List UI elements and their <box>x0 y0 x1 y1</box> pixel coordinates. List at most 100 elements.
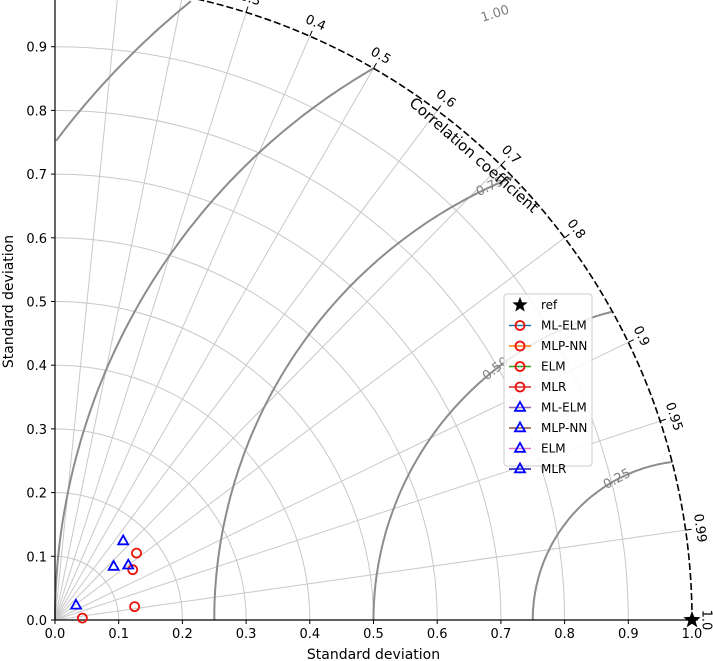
data-point-triangle <box>69 597 83 610</box>
correlation-tick-mark <box>436 105 442 111</box>
correlation-grid-line <box>54 0 118 621</box>
tick-labels: 0.0 0.1 0.2 0.3 0.4 0.5 0.6 0.7 0.8 0.9 1.0 0.0 0.1 0… <box>26 0 713 642</box>
correlation-grid-line <box>54 68 374 621</box>
correlation-grid-line <box>54 12 247 621</box>
correlation-tick-mark <box>500 160 506 166</box>
x-tick-label: 1.0 <box>682 627 703 642</box>
data-point-circle <box>129 601 141 613</box>
std-grid-arc <box>54 364 311 621</box>
correlation-tick-label: 0.3 <box>238 0 262 9</box>
correlation-tick-mark <box>245 6 249 13</box>
y-tick-label: 0.9 <box>26 41 47 56</box>
x-tick-label: 0.5 <box>363 627 384 642</box>
x-tick-label: 0.2 <box>172 627 193 642</box>
correlation-tick-label: 0.8 <box>564 217 588 243</box>
x-tick-label: 0.1 <box>108 627 129 642</box>
data-point-triangle <box>121 557 135 570</box>
correlation-grid-line <box>54 0 183 621</box>
std-grid-arc <box>54 492 183 621</box>
correlation-tick-label: 0.99 <box>690 513 709 544</box>
rmsd-contour <box>213 176 514 620</box>
data-point-circle <box>76 612 88 624</box>
y-tick-label: 0.0 <box>26 614 47 629</box>
x-tick-label: 0.4 <box>299 627 320 642</box>
y-tick-label: 0.4 <box>26 359 47 374</box>
correlation-tick-label: 1.0 <box>699 610 713 631</box>
axes <box>54 0 693 621</box>
std-grid-arc <box>54 237 438 621</box>
legend-marker-circle <box>514 320 526 331</box>
correlation-tick-label: 0.5 <box>368 45 393 68</box>
std-grid-arc <box>54 46 629 621</box>
legend-entries: ref ML-ELM MLP-NN ELM MLR ML-ELM MLP-NN ELM MLR <box>509 297 587 476</box>
y-tick-label: 0.7 <box>26 168 47 183</box>
data-point-triangle <box>116 533 130 546</box>
correlation-tick-mark <box>564 233 570 239</box>
data-point-triangle <box>107 559 121 571</box>
correlation-tick-mark <box>373 62 377 69</box>
legend-label: MLP-NN <box>541 339 587 353</box>
legend-marker-circle <box>514 340 526 352</box>
legend-ref-star <box>512 297 528 312</box>
data-markers <box>69 533 701 628</box>
correlation-tick-mark <box>628 339 634 343</box>
correlation-tick-label: 0.95 <box>662 401 685 433</box>
correlation-grid-line <box>54 529 686 621</box>
data-point-circle <box>127 564 139 576</box>
reference-star-marker <box>683 611 701 628</box>
correlation-tick-label: 0.9 <box>630 324 653 349</box>
correlation-grid-line <box>54 164 502 621</box>
legend-label: ELM <box>541 442 566 456</box>
std-grid-arc <box>54 109 566 621</box>
y-axis-label: Standard deviation <box>1 235 17 368</box>
correlation-tick-mark <box>685 528 692 531</box>
rmsd-contour-label: 1.00 <box>479 3 511 26</box>
rmsd-contour <box>54 67 375 620</box>
correlation-grid-line <box>54 35 311 621</box>
y-tick-label: 0.6 <box>26 232 47 247</box>
correlation-tick-mark <box>309 30 313 37</box>
y-tick-label: 0.8 <box>26 104 47 119</box>
data-point-circle <box>131 547 142 559</box>
legend-label: MLR <box>541 462 566 476</box>
rmsd-contour <box>55 0 192 142</box>
y-tick-label: 0.5 <box>26 296 47 311</box>
rmsd-contour-label: 0.25 <box>601 466 634 493</box>
grid-layer <box>54 0 686 621</box>
legend-label: MLR <box>541 380 566 394</box>
x-tick-label: 0.3 <box>236 627 257 642</box>
std-grid-arc <box>54 428 247 621</box>
legend-label: MLP-NN <box>541 421 587 435</box>
x-axis-label: Standard deviation <box>307 647 440 661</box>
correlation-tick-label: 0.6 <box>433 87 459 111</box>
rmsd-contour <box>531 460 673 620</box>
correlation-grid-line <box>54 237 565 621</box>
correlation-tick-label: 0.4 <box>303 12 328 34</box>
legend-label: ELM <box>541 360 566 374</box>
x-tick-label: 0.0 <box>45 627 66 642</box>
std-grid-arc <box>54 173 502 621</box>
legend-box <box>503 293 593 467</box>
y-tick-label: 0.3 <box>26 423 47 438</box>
std-grid-arc <box>54 301 374 621</box>
legend-marker-circle <box>514 381 526 393</box>
legend-label: ref <box>541 298 558 312</box>
legend-marker-triangle <box>513 420 527 433</box>
x-tick-label: 0.8 <box>554 627 575 642</box>
x-tick-label: 0.7 <box>491 627 512 642</box>
legend-label: ML-ELM <box>541 319 587 333</box>
legend-label: ML-ELM <box>541 401 587 415</box>
legend-marker-circle <box>514 361 526 372</box>
y-tick-label: 0.1 <box>26 550 47 565</box>
legend-marker-triangle <box>513 461 527 474</box>
y-tick-label: 0.2 <box>26 487 47 502</box>
correlation-tick-mark <box>659 418 667 422</box>
legend-marker-triangle <box>513 400 527 412</box>
x-tick-label: 0.9 <box>618 627 639 642</box>
legend: ref ML-ELM MLP-NN ELM MLR ML-ELM MLP-NN ELM MLR <box>503 293 593 476</box>
correlation-grid-line <box>54 110 438 621</box>
x-tick-label: 0.6 <box>427 627 448 642</box>
correlation-axis-arc <box>197 0 693 621</box>
legend-marker-triangle <box>513 441 527 453</box>
